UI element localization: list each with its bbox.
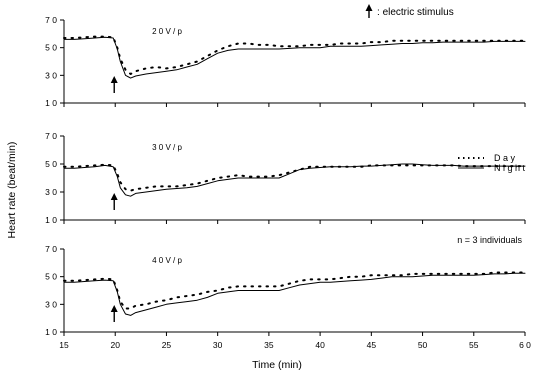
x-tick-label: 30 [213, 340, 223, 350]
stimulus-arrow-head [110, 76, 118, 83]
y-tick-label: 3 0 [45, 70, 57, 80]
stimulus-arrow-icon [110, 305, 118, 322]
panel-label: 4 0 V / p [152, 256, 182, 265]
panel-annotation: n = 3 individuals [457, 235, 522, 245]
legend-day-label: D a y [494, 153, 516, 163]
y-tick-label: 1 0 [45, 98, 57, 108]
series-line-day [63, 271, 526, 310]
y-tick-label: 5 0 [45, 43, 57, 53]
panel-3: 1 0 3 0 5 0 7 0 15 20 25 30 35 40 45 50 55 6 0 4 0 V /… [45, 235, 531, 350]
stimulus-arrow-icon [110, 193, 118, 210]
y-tick-label: 3 0 [45, 299, 57, 309]
stimulus-arrow-icon [110, 76, 118, 93]
y-tick-label: 1 0 [45, 327, 57, 337]
y-tick-label: 5 0 [45, 159, 57, 169]
x-tick-label: 45 [367, 340, 377, 350]
x-tick-label: 35 [264, 340, 274, 350]
x-axis-label: Time (min) [252, 359, 302, 371]
series-line-day [63, 35, 526, 75]
series-line-day [63, 163, 526, 192]
panel-label: 3 0 V / p [152, 143, 182, 152]
stimulus-legend-label: : electric stimulus [377, 7, 454, 18]
y-tick-label: 7 0 [45, 131, 57, 141]
series-line-night [63, 36, 526, 79]
y-tick-label: 7 0 [45, 244, 57, 254]
stimulus-arrow-head [110, 193, 118, 200]
legend-night-label: N i g h t [494, 163, 526, 173]
series-legend: D a y N i g h t [458, 153, 526, 173]
series-line-night [63, 163, 526, 197]
y-tick-label: 5 0 [45, 272, 57, 282]
series-line-night [63, 272, 526, 316]
stimulus-arrow-head [110, 305, 118, 312]
panel-2: 1 0 3 0 5 0 7 0 3 0 V / p [45, 131, 526, 225]
x-tick-label: 15 [59, 340, 69, 350]
y-axis-label: Heart rate (beat/min) [6, 142, 18, 239]
x-tick-label: 25 [162, 340, 172, 350]
y-tick-label: 1 0 [45, 215, 57, 225]
y-tick-label: 3 0 [45, 187, 57, 197]
y-tick-label: 7 0 [45, 15, 57, 25]
panel-label: 2 0 V / p [152, 27, 182, 36]
x-tick-label: 50 [418, 340, 428, 350]
x-tick-label: 40 [315, 340, 325, 350]
x-tick-label: 6 0 [519, 340, 531, 350]
stimulus-legend: : electric stimulus [365, 4, 454, 18]
x-tick-label: 55 [469, 340, 479, 350]
panel-1: 1 0 3 0 5 0 7 0 2 0 V / p [45, 15, 526, 108]
x-tick-label: 20 [110, 340, 120, 350]
stimulus-legend-arrow-icon [365, 4, 373, 18]
